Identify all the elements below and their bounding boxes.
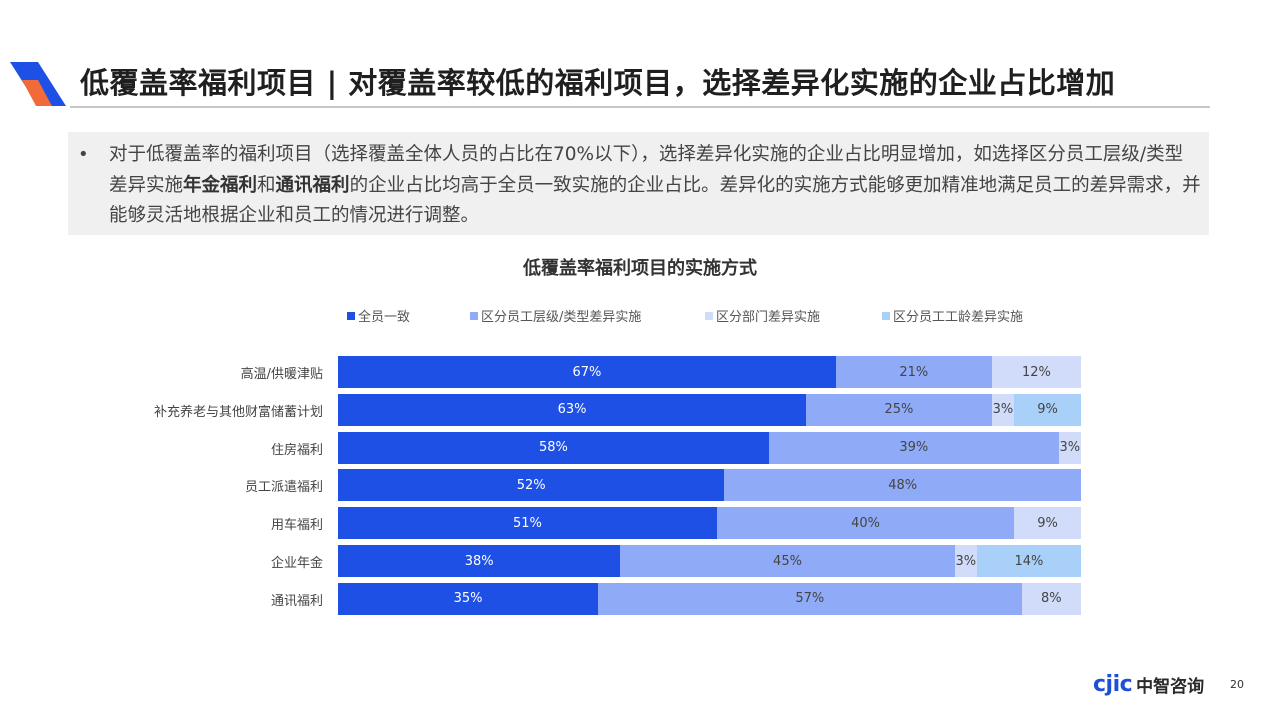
category-label: 企业年金 bbox=[270, 556, 323, 571]
bar-segment: 8% bbox=[1021, 582, 1081, 615]
chart-title: 低覆盖率福利项目的实施方式 bbox=[523, 258, 757, 279]
data-label: 21% bbox=[899, 364, 929, 380]
bar-segment: 67% bbox=[338, 356, 836, 388]
bar-segment: 3% bbox=[954, 545, 977, 577]
data-label: 12% bbox=[1021, 364, 1051, 380]
data-label: 3% bbox=[955, 553, 977, 569]
category-label: 住房福利 bbox=[270, 442, 323, 458]
category-label: 补充养老与其他财富储蓄计划 bbox=[153, 404, 323, 420]
bar-segment: 12% bbox=[991, 356, 1081, 388]
bar-segment: 9% bbox=[1014, 507, 1081, 540]
data-label: 67% bbox=[572, 364, 602, 380]
page-number: 20 bbox=[1230, 678, 1244, 691]
summary-box bbox=[68, 132, 1209, 235]
legend-label: 区分员工工龄差异实施 bbox=[893, 310, 1024, 325]
summary-text-part3: 的企业占比均高于全员一致实施的企业占比。差异化的实施方式能够更加精准地满足员工的… bbox=[109, 174, 1201, 227]
bar-segment: 25% bbox=[806, 393, 992, 426]
bar-segment: 38% bbox=[338, 545, 621, 577]
title-divider bbox=[70, 106, 1210, 108]
legend-item: 区分部门差异实施 bbox=[705, 306, 820, 325]
data-label: 3% bbox=[992, 402, 1014, 418]
data-label: 14% bbox=[1014, 553, 1044, 569]
data-label: 9% bbox=[1037, 515, 1058, 531]
data-label: 38% bbox=[464, 553, 494, 569]
bar-segment: 63% bbox=[338, 393, 807, 426]
data-label: 45% bbox=[773, 553, 802, 569]
summary-highlight-annuity: 年金福利 bbox=[183, 174, 258, 196]
summary-text-part1: 对于低覆盖率的福利项目（选择覆盖全体人员的占比在70%以下），选择差异化实施的企… bbox=[109, 144, 1184, 196]
legend-swatch bbox=[470, 311, 478, 320]
data-label: 40% bbox=[851, 515, 880, 531]
legend-label: 区分员工层级/类型差异实施 bbox=[481, 310, 642, 325]
data-label: 25% bbox=[884, 402, 914, 418]
data-label: 35% bbox=[453, 591, 483, 607]
bar-segment: 52% bbox=[338, 469, 725, 502]
legend-label: 全员一致 bbox=[358, 310, 411, 325]
data-label: 51% bbox=[513, 515, 542, 531]
category-label: 高温/供暖津贴 bbox=[240, 367, 323, 382]
bar-segment: 35% bbox=[338, 582, 599, 615]
bar-segment: 21% bbox=[835, 356, 992, 388]
data-label: 58% bbox=[539, 440, 568, 456]
bar-segment: 9% bbox=[1014, 393, 1081, 426]
legend-item: 区分员工工龄差异实施 bbox=[882, 306, 1023, 325]
data-label: 8% bbox=[1040, 591, 1062, 607]
bar-segment: 40% bbox=[716, 507, 1015, 540]
legend-label: 区分部门差异实施 bbox=[716, 310, 821, 325]
bar-segment: 48% bbox=[724, 469, 1081, 502]
brand-logo-en: cjic bbox=[1093, 672, 1133, 697]
legend-item: 区分员工层级/类型差异实施 bbox=[470, 306, 641, 325]
bar-segment: 51% bbox=[338, 507, 717, 540]
bar-segment: 39% bbox=[768, 431, 1059, 464]
bar-segment: 14% bbox=[976, 545, 1081, 577]
data-label: 57% bbox=[795, 591, 825, 607]
bar-segment: 3% bbox=[991, 393, 1015, 426]
category-label: 通讯福利 bbox=[270, 593, 323, 609]
data-label: 48% bbox=[888, 477, 918, 493]
brand-logo-cn: 中智咨询 bbox=[1136, 677, 1205, 697]
bar-segment: 3% bbox=[1058, 431, 1081, 464]
category-label: 员工派遣福利 bbox=[244, 480, 323, 496]
brand-logo: cjic 中智咨询 bbox=[1093, 672, 1204, 697]
data-label: 9% bbox=[1037, 402, 1058, 418]
summary-bullet: • bbox=[78, 144, 89, 165]
bar-segment: 58% bbox=[338, 431, 769, 464]
legend-item: 全员一致 bbox=[347, 306, 410, 325]
data-label: 52% bbox=[516, 477, 546, 493]
chart-legend: 全员一致 区分员工层级/类型差异实施 区分部门差异实施 区分员工工龄差异实施 bbox=[0, 306, 1280, 325]
legend-swatch bbox=[705, 311, 713, 320]
data-label: 3% bbox=[1059, 440, 1081, 456]
data-label: 63% bbox=[557, 402, 587, 418]
category-label: 用车福利 bbox=[270, 518, 323, 534]
bar-segment: 45% bbox=[620, 545, 955, 577]
summary-highlight-telecom: 通讯福利 bbox=[275, 174, 350, 196]
legend-swatch bbox=[882, 311, 890, 320]
legend-swatch bbox=[347, 311, 355, 320]
summary-text-part2: 和 bbox=[257, 174, 276, 196]
summary-text: 对于低覆盖率的福利项目（选择覆盖全体人员的占比在70%以下），选择差异化实施的企… bbox=[109, 140, 1201, 232]
page-title: 低覆盖率福利项目 | 对覆盖率较低的福利项目，选择差异化实施的企业占比增加 bbox=[80, 66, 1116, 100]
header-logo-mark bbox=[10, 62, 66, 106]
data-label: 39% bbox=[899, 440, 929, 456]
bar-segment: 57% bbox=[598, 582, 1022, 615]
